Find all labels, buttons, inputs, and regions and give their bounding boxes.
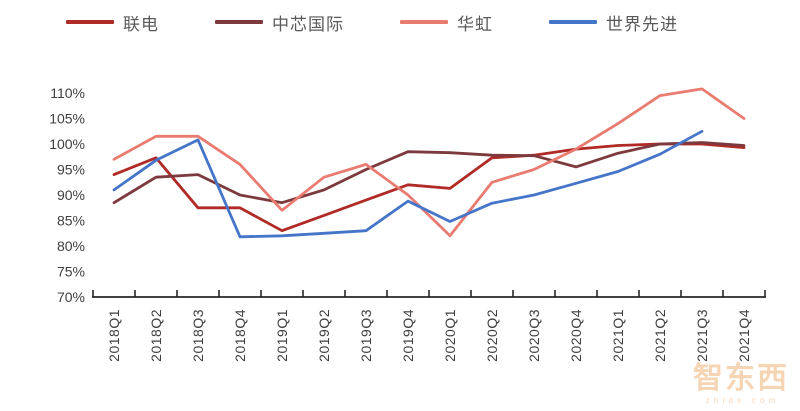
legend-label-1: 中芯国际	[272, 14, 344, 34]
x-axis-label: 2019Q2	[316, 309, 332, 362]
legend-swatch-2	[400, 20, 448, 24]
y-axis-label: 105%	[49, 111, 85, 127]
legend-item-2: 华虹	[400, 10, 493, 35]
x-axis-label: 2018Q2	[148, 309, 164, 362]
y-axis-label: 110%	[50, 85, 85, 101]
x-axis-label: 2019Q4	[400, 309, 416, 362]
legend-swatch-0	[66, 20, 114, 24]
legend-item-0: 联电	[66, 10, 159, 35]
series-line-0	[112, 142, 746, 233]
x-axis-label: 2020Q1	[442, 309, 458, 362]
series-line-1	[112, 141, 746, 205]
x-axis-label: 2021Q1	[610, 309, 626, 362]
y-axis-label: 95%	[57, 162, 85, 178]
x-axis-label: 2018Q1	[106, 309, 122, 362]
x-axis-label: 2019Q1	[274, 309, 290, 362]
y-axis-label: 70%	[57, 289, 85, 305]
legend-swatch-1	[215, 20, 263, 24]
series-line-2	[112, 87, 746, 238]
y-axis-label: 80%	[57, 238, 85, 254]
x-axis-label: 2018Q3	[190, 309, 206, 362]
x-axis-label: 2021Q4	[736, 309, 752, 362]
y-axis-label: 100%	[49, 136, 85, 152]
y-axis-label: 85%	[57, 213, 85, 229]
chart-legend: 联电 中芯国际 华虹 世界先进	[66, 10, 678, 34]
legend-label-2: 华虹	[457, 14, 493, 34]
legend-swatch-3	[549, 20, 597, 24]
x-axis-label: 2021Q2	[652, 309, 668, 362]
legend-label-3: 世界先进	[606, 14, 678, 34]
y-axis-label: 90%	[57, 187, 85, 203]
legend-label-0: 联电	[123, 14, 159, 34]
series-line-3	[112, 129, 704, 239]
x-axis-label: 2020Q2	[484, 309, 500, 362]
y-axis-label: 75%	[57, 264, 85, 280]
legend-item-1: 中芯国际	[215, 10, 344, 35]
legend-item-3: 世界先进	[549, 10, 678, 35]
x-axis-label: 2021Q3	[694, 309, 710, 362]
x-axis-label: 2018Q4	[232, 309, 248, 362]
x-axis-label: 2020Q3	[526, 309, 542, 362]
x-axis-label: 2019Q3	[358, 309, 374, 362]
x-axis-label: 2020Q4	[568, 309, 584, 362]
